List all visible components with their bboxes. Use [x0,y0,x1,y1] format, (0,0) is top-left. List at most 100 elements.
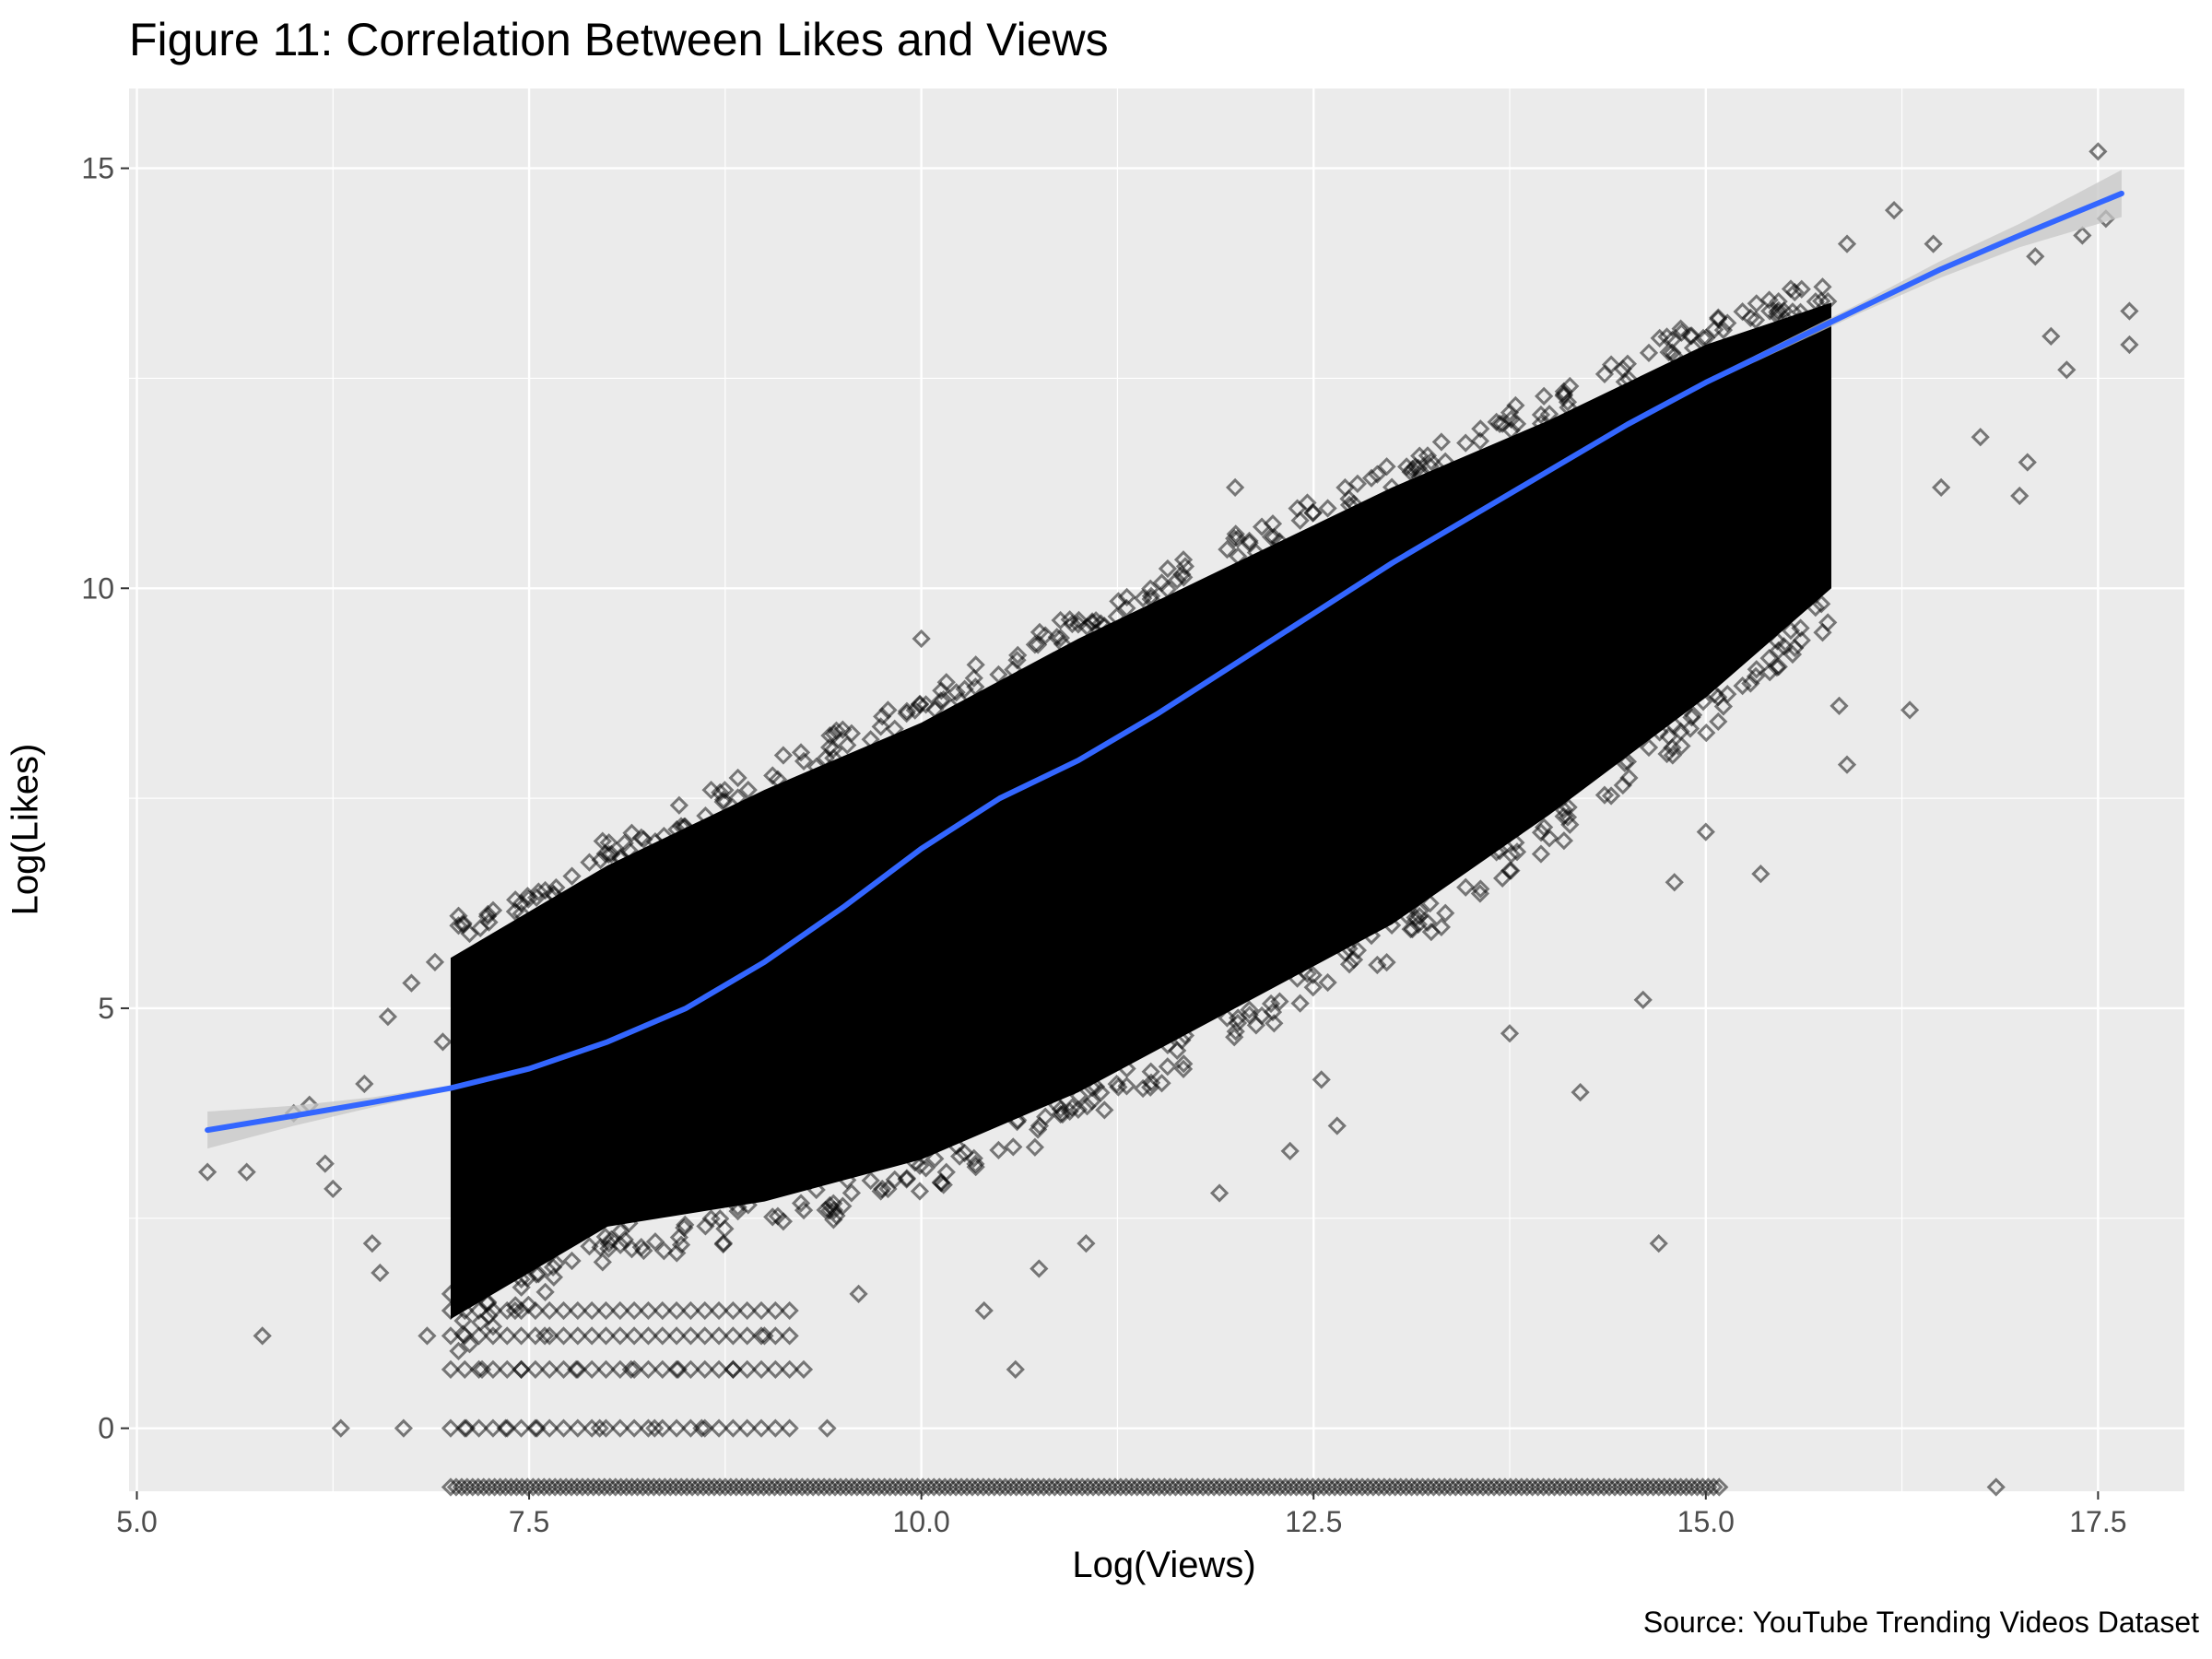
scatter-point [1347,474,1368,493]
scatter-point [1226,524,1245,544]
scatter-point [676,1215,695,1234]
scatter-point [2041,326,2061,346]
scatter-point [622,823,641,842]
scatter-point [1559,797,1578,818]
scatter-point [768,770,788,789]
scatter-point [1303,502,1323,523]
scatter-point [653,1359,672,1379]
scatter-point [910,1182,930,1201]
scatter-point [1613,359,1632,379]
scatter-point [1733,302,1752,322]
scatter-point [498,1359,517,1379]
scatter-point [2010,486,2030,506]
scatter-point [540,1418,559,1438]
scatter-point [1436,452,1455,471]
scatter-point [1680,326,1700,346]
scatter-point [1639,737,1659,758]
scatter-point [1107,606,1126,627]
scatter-point [2057,360,2077,380]
chart-title: Figure 11: Correlation Between Likes and… [129,14,1109,65]
x-tick-label: 7.5 [509,1505,549,1538]
scatter-point [1768,302,1787,322]
scatter-point [1095,1100,1114,1120]
scatter-point [1672,736,1691,756]
scatter-point [1671,319,1690,338]
scatter-point [455,1326,475,1346]
scatter-point [512,904,531,924]
scatter-point [1382,915,1402,935]
scatter-point [1884,201,1904,220]
scatter-point [1431,432,1452,452]
scatter-point [669,795,688,815]
scatter-point [1408,914,1428,935]
scatter-point [1025,635,1045,654]
scatter-point [1377,952,1396,972]
scatter-point [1158,1035,1178,1055]
scatter-point [1158,559,1178,579]
scatter-point [751,1359,771,1379]
scatter-point [1663,738,1682,758]
scatter-point [1696,822,1715,841]
scatter-point [562,866,582,886]
scatter-point [751,1418,771,1438]
scatter-point [794,751,814,771]
scatter-point [897,1169,917,1188]
scatter-point [441,1284,461,1303]
scatter-point [1633,990,1653,1009]
scatter-point [512,1359,531,1379]
scatter-point [1818,291,1838,312]
scatter-point [540,1326,559,1346]
scatter-point [593,1253,612,1272]
scatter-point [596,1300,616,1321]
scatter-point [824,724,844,744]
scatter-point [469,1326,488,1346]
scatter-point [554,1359,573,1379]
scatter-point [1531,414,1551,433]
scatter-point [455,1359,475,1379]
scatter-point [449,916,468,935]
scatter-point [593,831,612,851]
scatter-point [820,1195,840,1216]
scatter-point [1709,712,1728,732]
scatter-point [554,1300,573,1321]
scatter-point [402,973,421,993]
scatter-point [625,1326,644,1346]
scatter-point [1246,543,1266,562]
scatter-point [989,1140,1008,1160]
scatter-point [1263,1002,1283,1022]
scatter-point [453,913,473,933]
scatter-point [1539,829,1559,848]
scatter-point [1791,618,1810,638]
scatter-point [1158,1057,1177,1077]
scatter-point [1261,994,1281,1014]
scatter-point [645,832,665,852]
scatter-point [737,1359,757,1379]
scatter-point [611,1222,630,1241]
scatter-point [544,1267,564,1287]
scatter-point [394,1418,414,1438]
scatter-point [634,1241,653,1261]
scatter-point [197,1162,218,1182]
scatter-point [1312,1070,1331,1089]
scatter-point [794,1200,814,1220]
scatter-point [791,1194,811,1213]
scatter-point [1650,328,1669,348]
scatter-point [1490,841,1510,861]
scatter-point [483,1326,503,1346]
scatter-point [639,1326,658,1346]
scatter-point [1361,468,1382,488]
scatter-point [1420,894,1440,913]
scatter-point [441,1326,461,1346]
scatter-point [634,830,653,849]
scatter-point [766,1300,785,1321]
scatter-point [525,1300,546,1321]
scatter-point [947,683,966,702]
scatter-point [611,847,630,867]
scatter-point [934,690,953,710]
scatter-point [512,1269,531,1289]
scatter-point [1813,623,1832,642]
scatter-point [1506,833,1525,853]
scatter-point [1290,511,1310,530]
scatter-point [418,1326,437,1346]
scatter-point [599,833,618,853]
